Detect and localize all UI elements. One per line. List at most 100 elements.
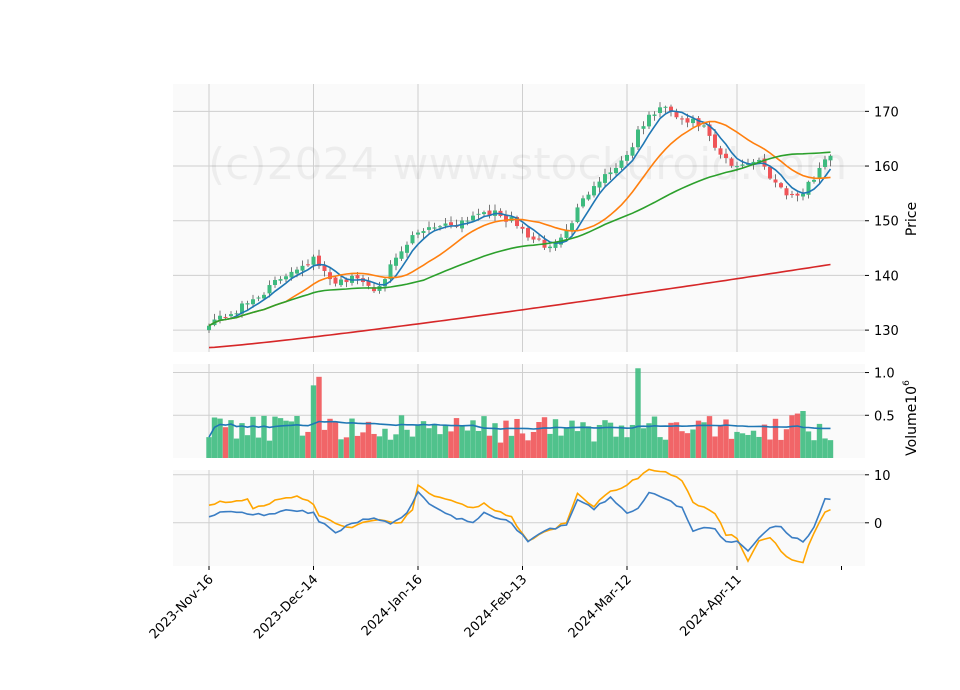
volume-bar xyxy=(371,433,377,458)
volume-moving-average xyxy=(208,420,831,438)
candle-body xyxy=(729,158,734,166)
volume-bar xyxy=(668,422,674,458)
candle-body xyxy=(322,265,327,271)
volume-bar xyxy=(387,439,394,458)
candle-body xyxy=(410,235,415,244)
candle-body xyxy=(432,227,437,229)
price-tick-label: 150 xyxy=(874,215,899,230)
volume-bar xyxy=(365,421,372,458)
candle-body xyxy=(795,193,800,196)
candle-body xyxy=(482,212,486,215)
candle-body xyxy=(355,275,360,279)
panel-bg-2 xyxy=(173,470,865,566)
candle-body xyxy=(817,167,822,179)
volume-bar xyxy=(492,423,498,458)
volume-bar xyxy=(503,420,509,458)
candle-body xyxy=(471,215,475,221)
candle-body xyxy=(399,251,404,259)
volume-bar xyxy=(789,415,795,458)
candle-body xyxy=(256,297,261,299)
volume-bar xyxy=(222,427,229,458)
candle-body xyxy=(339,279,343,286)
volume-bar xyxy=(783,429,790,458)
candle-body xyxy=(713,134,717,148)
volume-bar xyxy=(497,442,504,458)
volume-bar xyxy=(624,437,630,458)
volume-bar xyxy=(519,433,526,458)
candle-body xyxy=(614,167,618,174)
volume-bar xyxy=(640,428,647,458)
volume-bar xyxy=(228,420,234,458)
candle-body xyxy=(553,243,558,248)
volume-bar xyxy=(629,424,636,458)
candlesticks xyxy=(207,102,833,334)
candle-body xyxy=(311,256,316,265)
volume-bar xyxy=(464,430,471,458)
volume-bar xyxy=(558,435,564,458)
candle-body xyxy=(636,129,640,148)
volume-bar xyxy=(255,437,262,458)
moving-average-long xyxy=(208,263,831,349)
candle-body xyxy=(251,299,255,305)
volume-bar xyxy=(448,431,454,458)
volume-bar xyxy=(580,422,586,458)
candle-body xyxy=(234,313,239,315)
volume-bar xyxy=(827,440,834,458)
candle-body xyxy=(548,246,552,249)
candle-body xyxy=(724,153,728,159)
volume-bar xyxy=(585,426,592,458)
volume-bar xyxy=(701,422,707,458)
volume-bar xyxy=(778,439,784,458)
volume-bar xyxy=(690,429,696,458)
candle-body xyxy=(245,303,250,305)
volume-bar xyxy=(338,439,344,458)
oscillator-line-1 xyxy=(208,490,831,553)
volume-axis-label-text: Volume xyxy=(904,404,920,456)
volume-bar xyxy=(536,422,542,458)
moving-average-2 xyxy=(208,151,831,327)
volume-bar xyxy=(277,418,284,458)
candle-body xyxy=(520,226,525,229)
volume-bar xyxy=(283,420,289,458)
candle-body xyxy=(773,179,778,183)
candle-body xyxy=(751,161,756,165)
volume-bar xyxy=(486,435,493,458)
volume-bar xyxy=(404,429,410,458)
candle-body xyxy=(289,271,294,278)
volume-bar xyxy=(684,433,691,458)
volume-bar xyxy=(514,418,520,458)
volume-bar xyxy=(728,438,735,458)
oscillator-line-0 xyxy=(208,468,831,564)
volume-bar xyxy=(360,432,366,458)
candle-body xyxy=(586,194,591,200)
candle-body xyxy=(416,232,420,235)
volume-bar xyxy=(508,435,515,458)
candle-body xyxy=(240,303,244,314)
osc-tick-label: 0 xyxy=(874,517,882,532)
candle-body xyxy=(575,207,580,223)
volume-bar xyxy=(266,440,273,458)
candle-body xyxy=(790,193,794,195)
candle-body xyxy=(366,280,371,286)
volume-bar xyxy=(723,419,729,458)
oscillator-lines xyxy=(208,468,831,564)
volume-bar xyxy=(354,435,361,458)
volume-axis-exponent: 6 xyxy=(902,380,912,386)
volume-bar xyxy=(272,416,278,458)
volume-bar xyxy=(695,420,702,458)
x-tick-label: 2024-Mar-12 xyxy=(566,572,635,641)
volume-bar xyxy=(426,428,432,458)
candle-body xyxy=(828,155,833,161)
candle-body xyxy=(537,238,541,240)
volume-bar xyxy=(206,437,212,458)
candle-body xyxy=(669,106,673,112)
candle-body xyxy=(207,325,211,331)
candle-body xyxy=(306,264,310,266)
candle-body xyxy=(757,160,761,162)
volume-bar xyxy=(712,436,718,458)
volume-bar xyxy=(717,425,724,458)
candle-body xyxy=(487,210,492,216)
volume-bar xyxy=(602,420,608,458)
candle-body xyxy=(344,279,349,283)
price-tick-label: 160 xyxy=(874,160,899,175)
